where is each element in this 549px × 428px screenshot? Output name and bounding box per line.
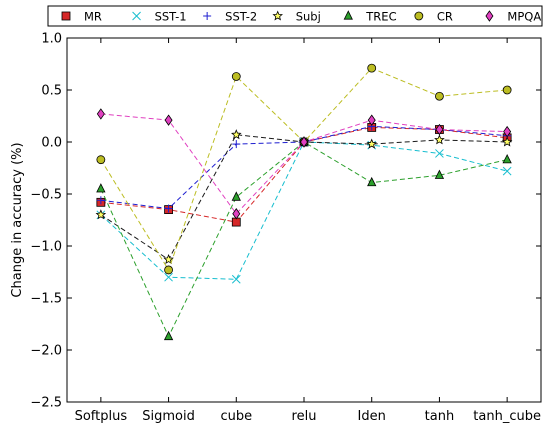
- series-line: [100, 67, 508, 272]
- marker-triangle: [231, 191, 241, 201]
- x-tick-label: relu: [292, 409, 317, 424]
- marker-circle: [164, 265, 173, 275]
- legend-label: MPQA: [507, 10, 541, 24]
- legend-label: MR: [84, 10, 102, 24]
- y-tick-label: 0.5: [41, 84, 62, 99]
- series-mpqa: [96, 108, 512, 220]
- marker-star: [272, 10, 283, 21]
- axes: −2.5 −2.0 −1.5 −1.0 −0.5 0.0 0.5 1.0 Softplus Sig…: [30, 32, 541, 424]
- plot-area: [66, 37, 542, 403]
- marker-circle: [435, 91, 444, 101]
- marker-circle: [96, 155, 106, 165]
- marker-triangle: [163, 330, 174, 341]
- marker-diamond: [503, 125, 512, 138]
- x-tick-label: Iden: [358, 409, 386, 424]
- x-tick-label: cube: [220, 409, 252, 424]
- y-tick-label: −1.0: [30, 240, 62, 255]
- legend-item: Subj: [272, 10, 321, 24]
- legend-label: SST-2: [225, 10, 257, 24]
- marker-star: [501, 136, 513, 147]
- marker-star: [163, 253, 174, 265]
- marker-square: [61, 11, 71, 21]
- series-cr: [96, 63, 512, 275]
- x-tick-label: Softplus: [75, 409, 128, 424]
- marker-star: [95, 209, 107, 220]
- legend-label: TREC: [365, 10, 396, 24]
- marker-diamond: [232, 208, 241, 220]
- y-tick-label: −2.5: [30, 396, 62, 411]
- marker-diamond: [367, 114, 376, 126]
- marker-triangle: [502, 153, 512, 164]
- marker-diamond: [300, 136, 308, 148]
- legend-item: MR: [61, 10, 102, 24]
- legend-label: SST-1: [155, 10, 187, 24]
- series-sst-1: [96, 137, 512, 284]
- marker-x: [164, 272, 173, 282]
- marker-diamond: [485, 10, 494, 22]
- legend-item: SST-1: [132, 10, 187, 24]
- x-tick-label: tanh_cube: [473, 409, 541, 424]
- legend-item: MPQA: [485, 10, 541, 24]
- y-tick-label: 1.0: [41, 32, 62, 47]
- series-line: [100, 134, 508, 261]
- y-axis-label: Change in accuracy (%): [10, 142, 25, 297]
- y-tick-label: 0.0: [41, 136, 62, 151]
- y-tick-label: −1.5: [30, 292, 62, 307]
- marker-x: [502, 166, 512, 176]
- legend: MR SST-1 SST-2 Subj TREC CR MPQA: [47, 5, 543, 27]
- y-tick-label: −2.0: [30, 344, 62, 359]
- marker-circle: [231, 72, 241, 81]
- series-trec: [96, 136, 512, 341]
- marker-triangle: [434, 169, 445, 179]
- series-subj: [95, 129, 513, 265]
- marker-diamond: [164, 114, 173, 126]
- marker-star: [434, 134, 445, 145]
- marker-circle: [367, 63, 377, 73]
- series-line: [100, 141, 508, 338]
- marker-x: [132, 11, 141, 21]
- x-tick-label: Sigmoid: [142, 409, 195, 424]
- legend-label: Subj: [296, 10, 321, 24]
- marker-circle: [414, 11, 424, 21]
- marker-circle: [502, 85, 512, 95]
- x-tick-label: tanh: [425, 409, 455, 424]
- legend-label: CR: [437, 10, 453, 24]
- series-layer: [95, 63, 513, 341]
- marker-triangle: [343, 10, 353, 20]
- marker-diamond: [435, 123, 444, 136]
- marker-triangle: [367, 176, 377, 187]
- legend-item: SST-2: [203, 10, 257, 24]
- marker-star: [231, 129, 242, 140]
- series-line: [100, 113, 508, 215]
- legend-item: CR: [414, 10, 453, 24]
- marker-star: [366, 138, 377, 149]
- y-tick-label: −0.5: [30, 188, 62, 203]
- marker-triangle: [96, 183, 106, 193]
- marker-diamond: [96, 108, 105, 120]
- marker-x: [435, 149, 444, 158]
- marker-x: [231, 274, 241, 284]
- series-sst-2: [96, 122, 512, 213]
- legend-item: TREC: [343, 10, 397, 24]
- legend-box: [47, 5, 543, 27]
